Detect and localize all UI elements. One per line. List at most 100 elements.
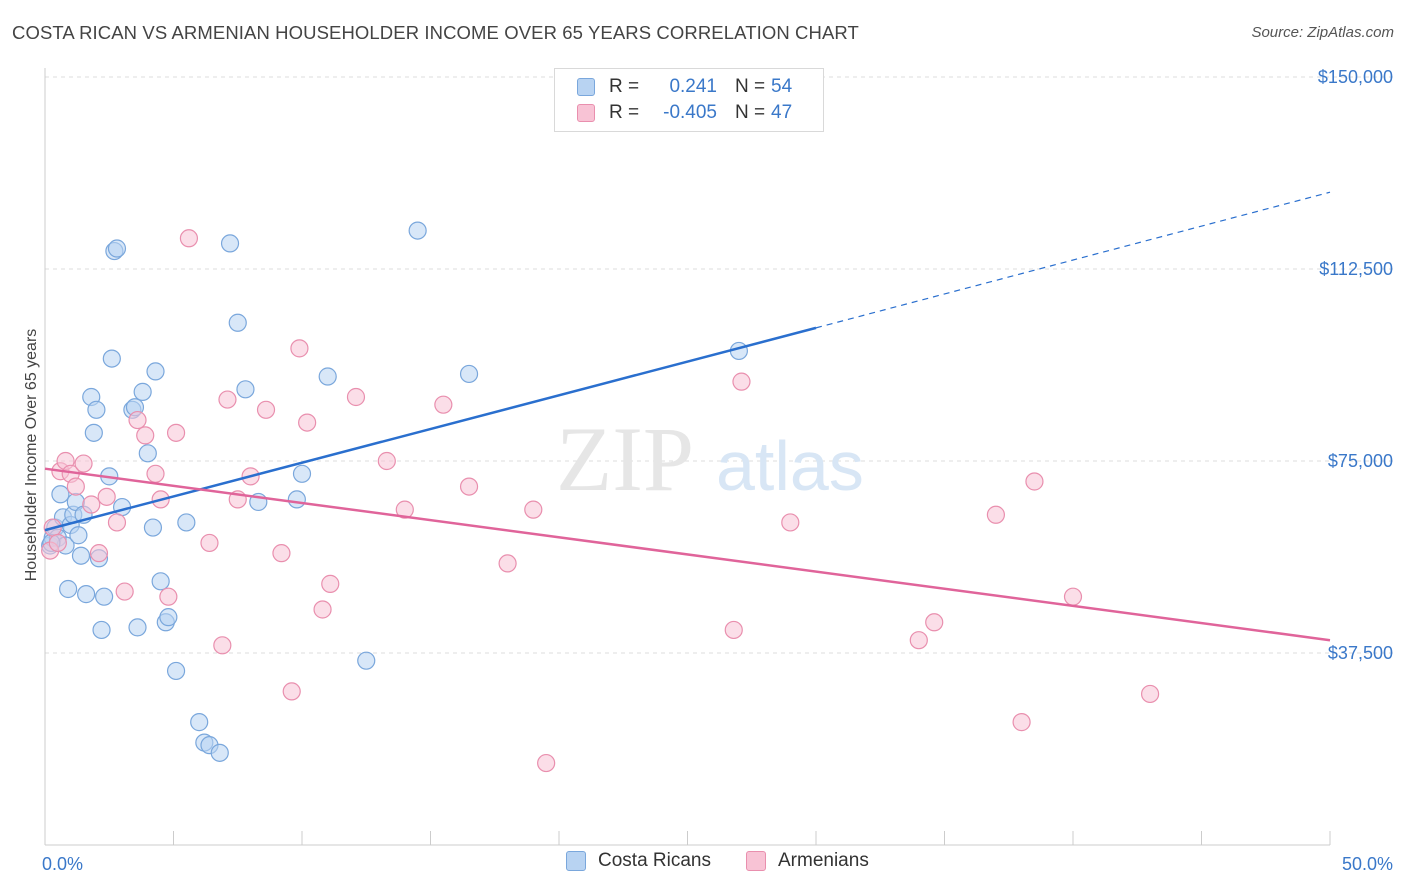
data-point (77, 585, 96, 604)
data-point (537, 753, 556, 773)
n-value: 47 (771, 102, 793, 123)
data-point (128, 618, 147, 637)
data-point (107, 513, 127, 532)
data-point (1025, 472, 1044, 491)
trend-line-costa-ricans-extension (815, 191, 1331, 329)
legend-label: Armenians (778, 850, 869, 871)
r-value: -0.405 (663, 102, 717, 123)
data-point (298, 413, 317, 432)
data-point (1012, 713, 1031, 732)
source-label: Source: ZipAtlas.com (1251, 24, 1394, 41)
data-point (200, 533, 219, 553)
data-point (97, 487, 116, 506)
data-point (282, 682, 301, 701)
y-tick-label-3: $150,000 (1318, 67, 1393, 87)
y-tick-label-2: $112,500 (1319, 259, 1393, 279)
data-point (909, 631, 928, 650)
axes (44, 68, 1331, 846)
data-point (210, 743, 229, 762)
data-point (143, 518, 163, 537)
r-label: R = (609, 102, 640, 123)
data-point (102, 349, 121, 368)
data-point (287, 490, 306, 509)
data-point (95, 587, 114, 606)
data-point (292, 464, 312, 483)
data-point (256, 400, 276, 419)
data-point (228, 313, 247, 332)
data-point (138, 444, 157, 463)
data-point (524, 500, 543, 519)
watermark-atlas: atlas (716, 427, 864, 505)
data-point (313, 600, 332, 619)
data-point (213, 636, 232, 655)
data-point (87, 400, 106, 419)
data-point (459, 477, 479, 496)
data-point (66, 477, 85, 496)
y-axis-title: Householder Income Over 65 years (23, 329, 40, 582)
data-point (781, 513, 800, 532)
n-value: 54 (771, 76, 793, 97)
stats-row-costa-ricans: R = 0.241 N = 54 (577, 75, 792, 99)
data-point (151, 572, 170, 591)
data-point (51, 485, 70, 504)
x-tick-label-0: 0.0% (42, 854, 83, 874)
data-point (1063, 587, 1083, 606)
watermark: ZIP atlas (556, 408, 864, 510)
data-point (190, 713, 209, 732)
r-label: R = (609, 76, 640, 97)
bottom-legend: Costa Ricans Armenians (0, 850, 1406, 878)
y-tick-label-0: $37,500 (1328, 643, 1393, 663)
legend-swatch-blue (566, 851, 586, 871)
chart-title: COSTA RICAN VS ARMENIAN HOUSEHOLDER INCO… (12, 22, 859, 43)
data-point (115, 582, 134, 601)
legend-label: Costa Ricans (598, 850, 711, 871)
data-point (434, 395, 453, 414)
data-point (459, 364, 479, 384)
data-point (236, 380, 255, 399)
n-label: N = (735, 102, 766, 123)
data-point (724, 620, 743, 640)
tick-labels: $37,500 $75,000 $112,500 $150,000 0.0% 50.0% (42, 67, 1393, 874)
grid-lines (45, 76, 1395, 654)
data-point (59, 579, 78, 599)
data-point (74, 454, 93, 473)
data-point (146, 464, 165, 483)
x-tick-label-1: 50.0% (1342, 854, 1393, 874)
data-point (71, 546, 91, 565)
data-point (986, 505, 1006, 524)
trend-lines (44, 191, 1331, 642)
data-point (159, 587, 178, 606)
data-point (92, 620, 111, 640)
data-point (498, 554, 517, 573)
data-point (136, 426, 155, 445)
data-point (346, 387, 366, 407)
data-point (395, 500, 414, 519)
data-point (107, 239, 127, 258)
legend-item-armenians[interactable]: Armenians (746, 850, 869, 872)
data-point (128, 410, 147, 430)
legend-item-costa-ricans[interactable]: Costa Ricans (566, 850, 711, 872)
stats-row-armenians: R = -0.405 N = 47 (577, 101, 792, 125)
data-point (318, 367, 337, 386)
data-point (179, 229, 199, 248)
data-point (377, 451, 396, 471)
stats-legend: R = 0.241 N = 54 R = -0.405 N = 47 (554, 68, 824, 132)
data-point (220, 234, 240, 253)
legend-swatch-blue (577, 78, 595, 96)
legend-swatch-pink (746, 851, 766, 871)
y-tick-label-1: $75,000 (1328, 451, 1393, 471)
data-point (166, 423, 186, 442)
data-point (925, 613, 944, 632)
trend-line-armenians (44, 467, 1331, 642)
data-point (732, 372, 751, 391)
data-point (177, 513, 196, 532)
data-point (159, 608, 178, 627)
data-point (133, 382, 152, 401)
data-point (166, 661, 186, 681)
data-point (272, 544, 291, 563)
data-point (84, 423, 103, 442)
data-point (89, 544, 109, 563)
n-label: N = (735, 76, 766, 97)
watermark-zip: ZIP (556, 408, 694, 510)
data-point (218, 390, 237, 409)
